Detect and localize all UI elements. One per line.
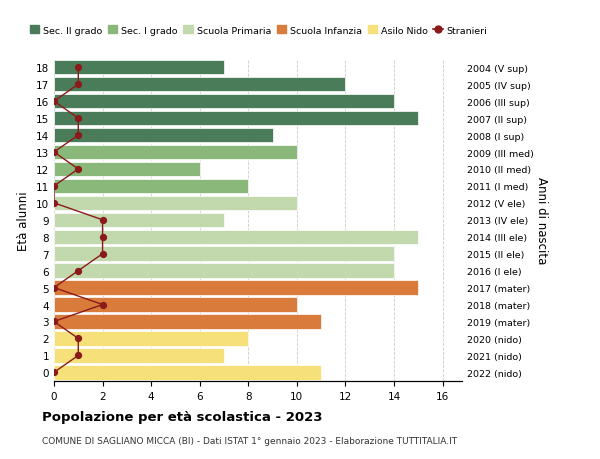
Point [73,115,83,123]
Point [73,132,83,140]
Bar [54,162,200,177]
Legend: Sec. II grado, Sec. I grado, Scuola Primaria, Scuola Infanzia, Asilo Nido, Stran: Sec. II grado, Sec. I grado, Scuola Prim… [26,22,491,39]
Y-axis label: Anni di nascita: Anni di nascita [535,177,548,264]
Point [49,183,59,190]
Point [73,166,83,173]
Text: COMUNE DI SAGLIANO MICCA (BI) - Dati ISTAT 1° gennaio 2023 - Elaborazione TUTTIT: COMUNE DI SAGLIANO MICCA (BI) - Dati IST… [42,436,457,445]
Point [49,318,59,325]
Point [73,64,83,72]
Point [98,234,107,241]
Bar [54,146,297,160]
Bar [54,247,394,261]
Point [49,369,59,376]
Bar [54,196,297,211]
Point [49,98,59,106]
Text: Popolazione per età scolastica - 2023: Popolazione per età scolastica - 2023 [42,410,323,423]
Bar [54,331,248,346]
Point [73,352,83,359]
Point [49,200,59,207]
Bar [54,348,224,363]
Bar [54,264,394,278]
Bar [54,298,297,312]
Bar [54,95,394,109]
Bar [54,281,418,295]
Point [98,301,107,308]
Bar [54,213,224,228]
Point [73,268,83,275]
Bar [54,61,224,75]
Bar [54,129,272,143]
Bar [54,112,418,126]
Bar [54,78,346,92]
Point [73,81,83,89]
Bar [54,179,248,194]
Bar [54,365,321,380]
Point [98,251,107,258]
Point [98,217,107,224]
Bar [54,314,321,329]
Point [49,149,59,157]
Y-axis label: Età alunni: Età alunni [17,190,31,250]
Point [49,284,59,291]
Bar [54,230,418,244]
Point [73,335,83,342]
